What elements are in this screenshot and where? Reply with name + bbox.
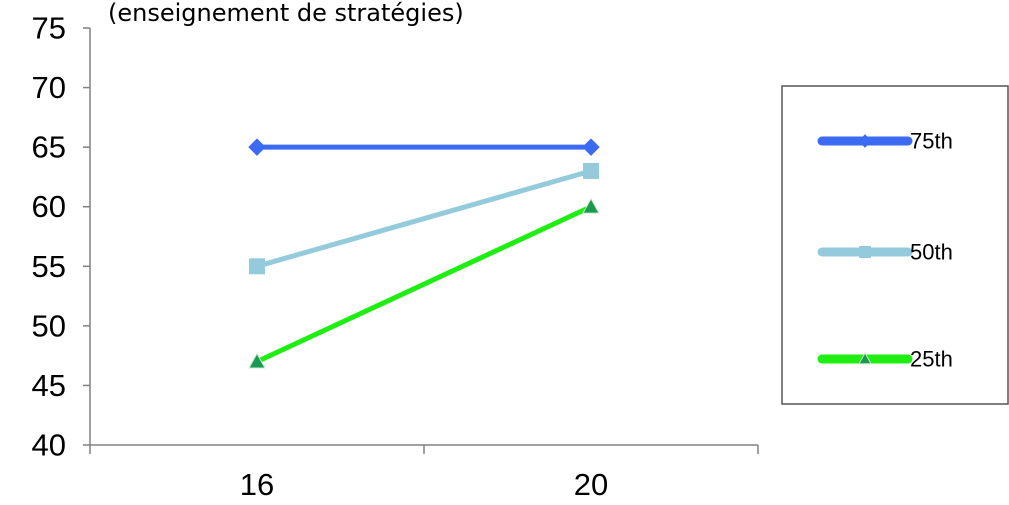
x-tick-label: 16 bbox=[240, 467, 274, 502]
chart-title: (enseignement de stratégies) bbox=[108, 0, 464, 27]
legend-label: 75th bbox=[910, 129, 953, 154]
data-point bbox=[248, 138, 266, 156]
series-line bbox=[256, 168, 592, 269]
legend-marker bbox=[858, 134, 872, 148]
x-tick-label: 20 bbox=[574, 467, 608, 502]
y-tick-label: 50 bbox=[32, 308, 66, 343]
legend-label: 25th bbox=[910, 347, 953, 372]
data-point bbox=[582, 138, 600, 156]
legend-marker bbox=[858, 351, 872, 365]
data-point bbox=[248, 352, 266, 369]
y-tick-label: 55 bbox=[32, 249, 66, 284]
series-25th bbox=[248, 197, 600, 369]
series-layer bbox=[248, 138, 600, 369]
y-tick-label: 65 bbox=[32, 130, 66, 165]
data-point bbox=[583, 162, 599, 179]
y-tick-label: 75 bbox=[32, 11, 66, 46]
data-point bbox=[582, 197, 600, 214]
series-line bbox=[255, 204, 593, 364]
y-tick-label: 60 bbox=[32, 189, 66, 224]
data-point bbox=[249, 258, 265, 275]
y-axis: 40 45 50 55 60 65 70 75 bbox=[32, 11, 91, 463]
y-tick-label: 40 bbox=[32, 428, 66, 463]
legend-entry: 25th bbox=[817, 347, 953, 372]
legend: 75th 50th 25th bbox=[781, 85, 1009, 405]
x-axis: 16 20 bbox=[89, 444, 759, 502]
y-tick-label: 45 bbox=[32, 368, 66, 403]
legend-marker bbox=[859, 246, 871, 258]
legend-label: 50th bbox=[910, 240, 953, 265]
series-75th bbox=[248, 138, 600, 156]
series-50th bbox=[249, 162, 599, 275]
legend-entry: 75th bbox=[817, 129, 953, 154]
legend-entry: 50th bbox=[817, 240, 953, 265]
y-tick-label: 70 bbox=[32, 70, 66, 105]
